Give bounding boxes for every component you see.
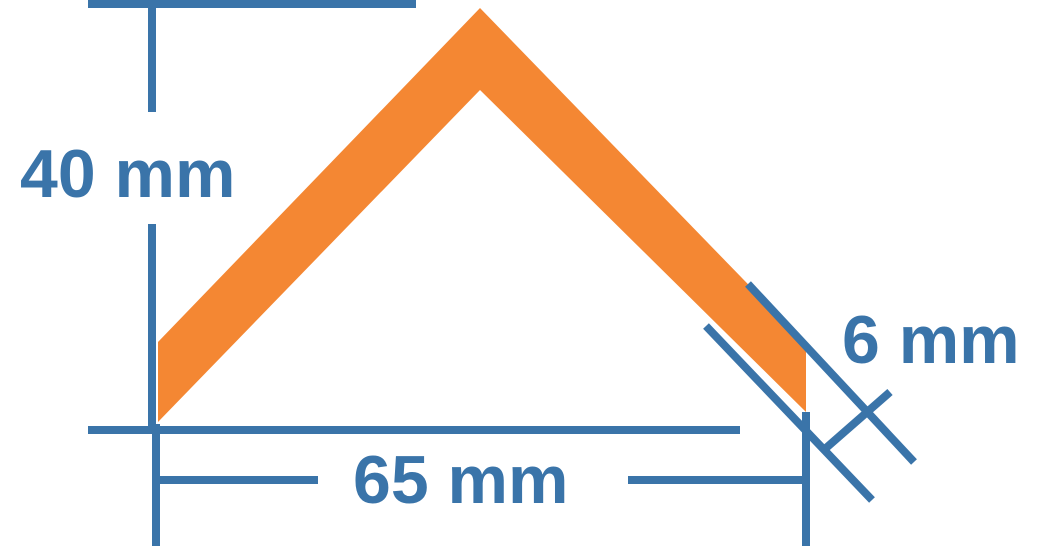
thickness-label: 6 mm	[842, 302, 1020, 378]
angle-profile	[158, 8, 806, 422]
height-label: 40 mm	[20, 136, 236, 212]
width-label: 65 mm	[345, 446, 577, 514]
thickness-extension-outer	[745, 281, 917, 465]
thickness-extension-inner	[703, 323, 875, 503]
thickness-dimension-line	[823, 388, 893, 452]
